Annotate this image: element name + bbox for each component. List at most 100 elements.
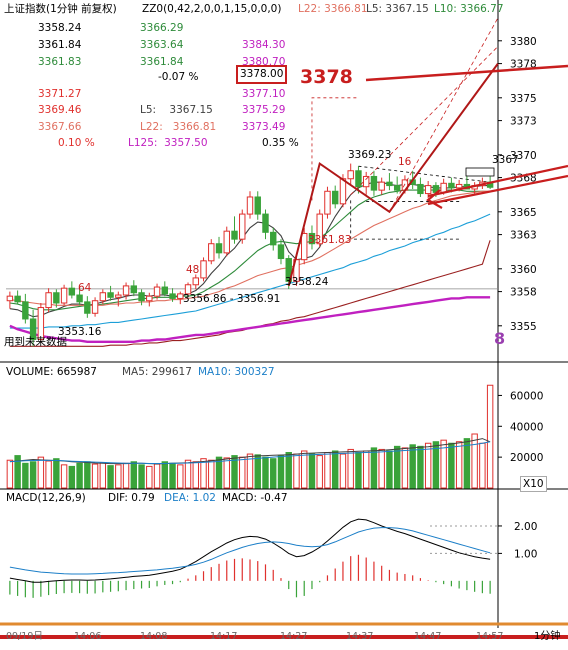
- volume-bar: [409, 444, 416, 489]
- l22-label: L22: 3366.81: [298, 3, 368, 15]
- info-value: 3361.84: [38, 39, 82, 51]
- volume-bar: [270, 458, 277, 489]
- volume-bar: [223, 457, 230, 489]
- time-label: 14:47: [414, 631, 442, 642]
- arrow-line: [365, 64, 568, 82]
- volume-bar: [84, 461, 91, 489]
- candle-body: [208, 243, 215, 262]
- volume-bar: [378, 448, 385, 489]
- candle-body: [153, 286, 161, 297]
- l5-label: L5: 3367.15: [366, 3, 429, 15]
- dashed-line: [358, 165, 491, 183]
- volume-bar: [161, 461, 169, 489]
- price-panel: 3355 3358 3360 3363 3365 3368 3370 3373 3375 3378…: [6, 36, 537, 347]
- candle-body: [29, 318, 37, 340]
- volume-bar: [401, 447, 409, 489]
- candle-body: [60, 287, 68, 304]
- candle-body: [91, 300, 99, 314]
- volume-bar: [355, 452, 362, 489]
- info-value: 3363.64: [140, 39, 184, 51]
- candle-body: [254, 196, 261, 215]
- candle-body: [285, 258, 292, 282]
- info-value: 3369.46: [38, 104, 82, 116]
- volume-bar: [479, 442, 486, 489]
- info-value: 3375.29: [242, 104, 286, 116]
- candle-body: [184, 284, 192, 295]
- volume-bar: [184, 459, 192, 489]
- volume-bar: [177, 464, 184, 489]
- candle-body: [347, 170, 354, 180]
- price-tick-label: 3375: [510, 93, 537, 105]
- macd-tick-label: 1.00: [514, 548, 537, 560]
- volume-bar: [316, 455, 323, 489]
- time-label: 14:27: [280, 631, 308, 642]
- volume-bar: [200, 458, 207, 489]
- candle-body: [239, 213, 246, 240]
- candle-body: [262, 213, 269, 233]
- info-value: L125: 3357.50: [128, 137, 208, 149]
- candle-body: [370, 175, 378, 191]
- price-tick-label: 3380: [510, 36, 537, 48]
- candle-body: [440, 182, 447, 193]
- candle-body: [161, 286, 169, 295]
- volume-bar: [448, 442, 455, 489]
- volume-bar: [6, 459, 14, 489]
- candle-body: [362, 175, 370, 188]
- volume-bar: [262, 456, 269, 489]
- range-label: 3356.86 - 3356.91: [183, 293, 281, 305]
- info-value: 0.35 %: [262, 137, 299, 149]
- info-value: 0.10 %: [58, 137, 95, 149]
- price-tick-label: 3373: [510, 116, 537, 128]
- candle-body: [301, 232, 308, 261]
- candle-body: [138, 292, 145, 302]
- volume-bar: [331, 450, 339, 489]
- time-label: 14:37: [346, 631, 374, 642]
- price-tick-label: 3360: [510, 264, 537, 276]
- candle-body: [339, 178, 347, 205]
- candle-body: [331, 190, 339, 205]
- dea-legend: DEA: 1.02: [164, 492, 216, 504]
- volume-bar: [285, 452, 292, 489]
- volume-bar: [417, 445, 424, 489]
- volume-bar: [146, 465, 153, 489]
- candle-body: [53, 292, 60, 304]
- volume-bar: [91, 463, 99, 489]
- info-value: 3366.29: [140, 22, 184, 34]
- candle-body: [316, 213, 323, 245]
- arrow-head: [426, 189, 443, 209]
- ma-line-l125: [9, 296, 491, 343]
- candle-body: [393, 185, 401, 191]
- candle-body: [378, 181, 385, 191]
- volume-bar: [393, 445, 401, 489]
- time-label: 09/19日: [6, 631, 43, 642]
- candle-body: [37, 307, 45, 340]
- volume-bar: [386, 450, 393, 489]
- candle-body: [6, 295, 14, 302]
- candle-body: [22, 301, 29, 320]
- info-value: 3371.27: [38, 88, 82, 100]
- dif-legend: DIF: 0.79: [108, 492, 155, 504]
- price-tick-label: 3370: [510, 150, 537, 162]
- candle-body: [68, 287, 76, 296]
- volume-tick-label: 60000: [510, 390, 543, 402]
- candle-body: [455, 183, 463, 189]
- volume-bar: [362, 450, 370, 489]
- volume-bar: [115, 464, 122, 489]
- time-label: 14:17: [210, 631, 238, 642]
- volume-tick-label: 20000: [510, 452, 543, 464]
- info-value: 3361.83: [38, 56, 82, 68]
- candle-body: [177, 293, 184, 299]
- candle-body: [293, 259, 300, 282]
- candle-body: [122, 285, 130, 296]
- volume-bar: [301, 450, 308, 489]
- volume-tick-label: 40000: [510, 421, 543, 433]
- candle-body: [223, 230, 230, 254]
- signal-label-48: 48: [186, 264, 200, 276]
- candle-body: [386, 181, 393, 187]
- candle-body: [355, 170, 362, 188]
- candle-body: [231, 230, 238, 240]
- price-tick-label: 3365: [510, 207, 537, 219]
- volume-bar: [324, 452, 331, 489]
- volume-bar: [153, 463, 161, 489]
- forecast-dash: [350, 46, 499, 195]
